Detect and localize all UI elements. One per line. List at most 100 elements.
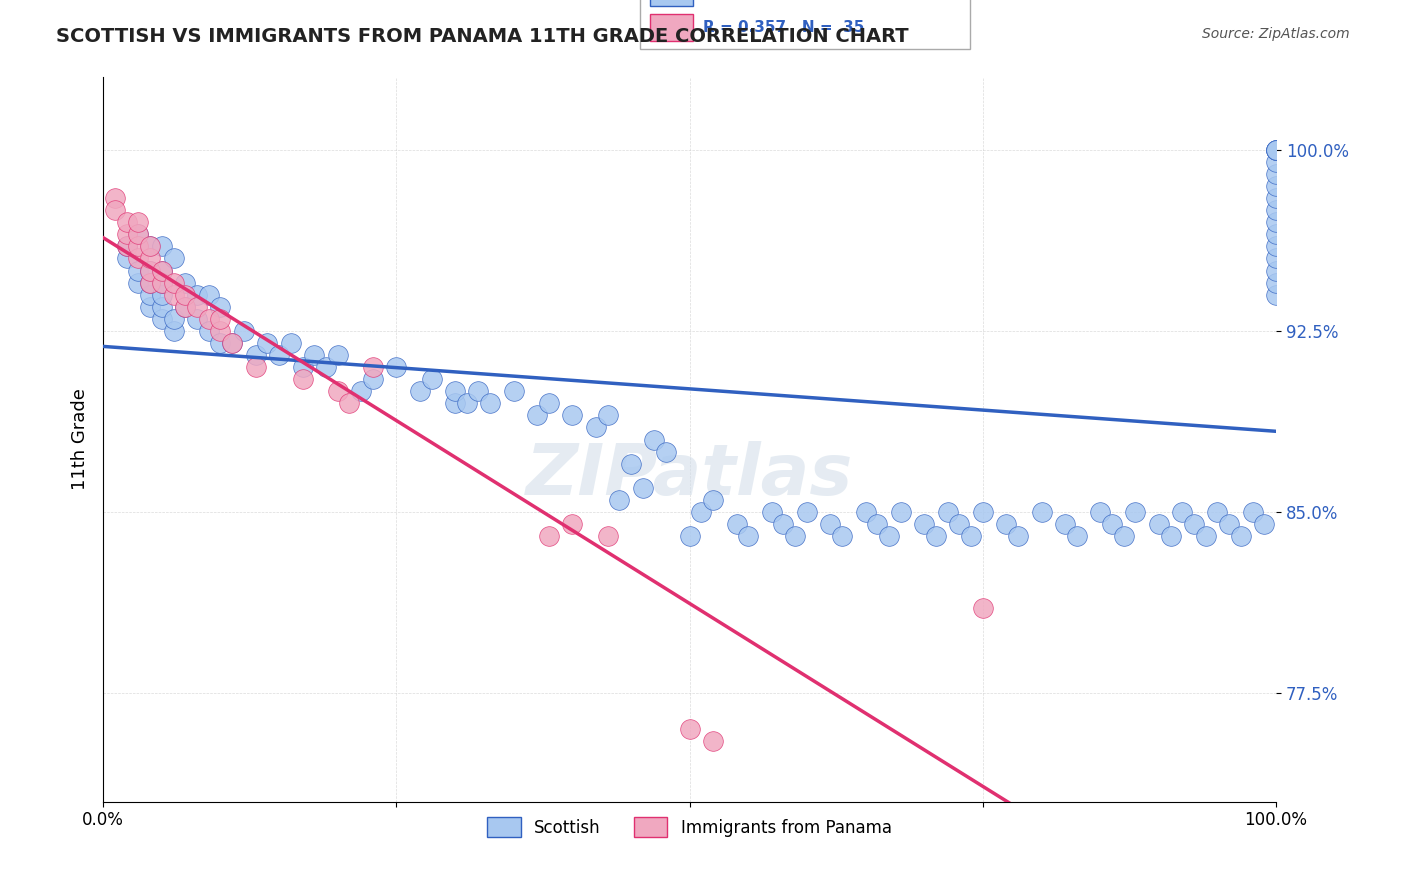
Point [1265, 276, 1288, 290]
Point [150, 239, 173, 253]
Point [1265, 239, 1288, 253]
Legend: Scottish, Immigrants from Panama: Scottish, Immigrants from Panama [481, 810, 898, 844]
Point [150, 300, 173, 314]
Point [162, 311, 184, 326]
Point [702, 492, 724, 507]
Point [890, 505, 912, 519]
Point [245, 360, 267, 375]
Point [139, 276, 162, 290]
Point [479, 396, 502, 410]
Point [339, 396, 361, 410]
Point [772, 516, 794, 531]
Point [725, 516, 748, 531]
Point [1265, 287, 1288, 301]
Point [690, 505, 713, 519]
Point [209, 324, 232, 338]
Text: Source: ZipAtlas.com: Source: ZipAtlas.com [1202, 27, 1350, 41]
Point [127, 252, 149, 266]
Point [936, 505, 959, 519]
Point [1182, 516, 1205, 531]
Point [1265, 191, 1288, 205]
Point [702, 734, 724, 748]
Point [385, 360, 408, 375]
Point [1123, 505, 1146, 519]
Point [150, 287, 173, 301]
Point [209, 300, 232, 314]
Point [174, 300, 197, 314]
Point [1265, 143, 1288, 157]
Point [150, 276, 173, 290]
Point [643, 433, 665, 447]
Point [115, 227, 138, 242]
Point [1171, 505, 1194, 519]
Point [607, 492, 630, 507]
Point [995, 516, 1018, 531]
Point [960, 529, 983, 543]
Point [139, 287, 162, 301]
Point [537, 529, 560, 543]
Point [162, 287, 184, 301]
Point [537, 396, 560, 410]
Point [209, 335, 232, 350]
Point [1101, 516, 1123, 531]
Point [139, 300, 162, 314]
Point [761, 505, 783, 519]
Point [1265, 227, 1288, 242]
Point [420, 372, 443, 386]
Point [1053, 516, 1076, 531]
Point [620, 457, 643, 471]
Point [361, 360, 384, 375]
Point [596, 409, 619, 423]
Point [1031, 505, 1053, 519]
Point [174, 287, 197, 301]
Point [1265, 167, 1288, 181]
Point [1007, 529, 1029, 543]
Point [785, 529, 807, 543]
Point [139, 252, 162, 266]
Point [280, 335, 302, 350]
Point [139, 263, 162, 277]
Point [267, 348, 290, 362]
Point [162, 252, 184, 266]
Point [1147, 516, 1170, 531]
Point [150, 263, 173, 277]
Point [526, 409, 548, 423]
Point [866, 516, 889, 531]
Point [655, 444, 678, 458]
Point [596, 529, 619, 543]
Point [162, 324, 184, 338]
Point [502, 384, 524, 399]
Point [1241, 505, 1264, 519]
Point [174, 276, 197, 290]
Point [1265, 155, 1288, 169]
Point [1066, 529, 1088, 543]
Point [315, 360, 337, 375]
Point [444, 396, 467, 410]
Y-axis label: 11th Grade: 11th Grade [72, 389, 89, 491]
Point [1230, 529, 1253, 543]
Point [150, 263, 173, 277]
Point [221, 335, 243, 350]
Point [678, 529, 700, 543]
Point [1265, 143, 1288, 157]
Point [1218, 516, 1240, 531]
Point [1265, 143, 1288, 157]
Point [855, 505, 877, 519]
Point [256, 335, 278, 350]
Point [820, 516, 842, 531]
Point [1112, 529, 1135, 543]
Point [186, 311, 208, 326]
Point [115, 215, 138, 229]
Point [304, 348, 326, 362]
Point [1265, 263, 1288, 277]
Point [139, 239, 162, 253]
Point [162, 276, 184, 290]
Point [831, 529, 853, 543]
Point [361, 372, 384, 386]
Point [561, 409, 583, 423]
Point [456, 396, 478, 410]
Point [1265, 203, 1288, 218]
Bar [650, 13, 693, 41]
Point [585, 420, 607, 434]
Point [221, 335, 243, 350]
